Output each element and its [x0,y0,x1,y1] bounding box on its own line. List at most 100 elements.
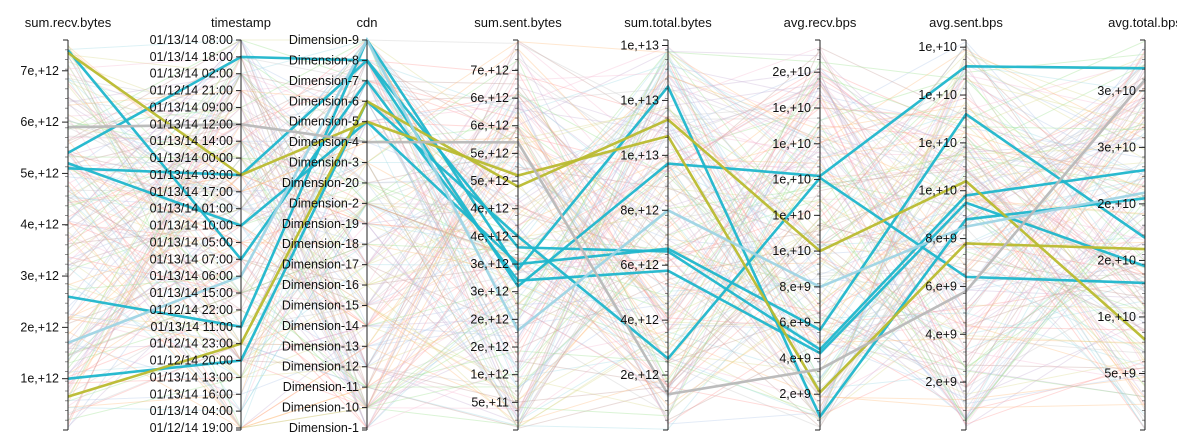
background-line [67,68,1146,429]
background-line [67,68,1146,419]
tick-label: 1e,+10 [1097,310,1136,324]
tick-label: 01/13/14 16:00 [150,387,233,401]
background-line [67,72,1146,332]
background-line [67,46,1146,367]
tick-label: 4,e+9 [779,351,811,365]
tick-label: 4e,+12 [620,313,659,327]
background-line [67,61,1146,416]
tick-label: 01/12/14 21:00 [150,84,233,98]
highlighted-line-7 [67,99,1146,398]
axis-cdn[interactable]: cdn Dimension-9 Dimension-8 Dimension-7 Dime… [282,15,378,435]
background-line [67,169,1146,429]
background-line [67,140,1146,389]
background-line [67,100,1146,412]
background-line [67,39,1146,317]
tick-label: 2e,+12 [470,312,509,326]
tick-label: 01/13/14 01:00 [150,202,233,216]
tick-label: 2e,+10 [1097,253,1136,267]
background-line [67,163,1146,430]
tick-label: 01/13/14 14:00 [150,134,233,148]
tick-label: 2e,+10 [1097,197,1136,211]
background-line [67,51,1146,428]
tick-label: 1e,+10 [772,101,811,115]
tick-label: Dimension-19 [282,217,359,231]
background-line [67,39,1146,395]
background-line [67,39,1146,363]
tick-label: 2,e+9 [779,387,811,401]
background-line [67,89,1146,421]
tick-label: 1e,+12 [20,372,59,386]
background-line [67,79,1146,425]
tick-label: Dimension-5 [289,115,359,129]
tick-label: 2e,+12 [470,340,509,354]
axis-avg_total_bps[interactable]: avg.total.bps 5e,+9 1e,+10 2e,+10 2e,+10 3e,+… [1097,15,1177,431]
tick-label: 01/13/14 00:00 [150,151,233,165]
background-line [67,106,1146,398]
tick-label: 6e,+12 [470,119,509,133]
background-line [67,50,1146,430]
tick-label: 01/13/14 06:00 [150,269,233,283]
tick-label: Dimension-16 [282,278,359,292]
background-line [67,126,1146,429]
axis-sum_recv_bytes[interactable]: sum.recv.bytes 1e,+12 2e,+12 3e,+12 4e,+12 5e… [20,15,112,431]
tick-label: 2e,+12 [620,368,659,382]
tick-label: Dimension-15 [282,298,359,312]
axis-avg_recv_bps[interactable]: avg.recv.bps 2,e+9 4,e+9 6,e+9 8,e+9 1e,+10 1e… [772,15,857,431]
tick-label: 5e,+12 [470,174,509,188]
tick-label: 1e,+10 [772,137,811,151]
tick-label: 5e,+9 [1104,366,1136,380]
background-line [67,219,1146,429]
background-line [67,58,1146,383]
background-line [67,76,1146,407]
background-line [67,153,1146,388]
background-line [67,39,1146,306]
background-line [67,56,1146,403]
tick-label: 01/12/14 20:00 [150,354,233,368]
background-line [67,74,1146,422]
background-line [67,46,1146,379]
background-line [67,59,1146,385]
tick-label: 5e,+12 [20,166,59,180]
background-line [67,39,1146,424]
background-line [67,80,1146,388]
background-line [67,243,1146,402]
tick-label: Dimension-2 [289,196,359,210]
background-line [67,74,1146,402]
background-line [67,94,1146,395]
tick-label: 1e,+13 [620,38,659,52]
tick-label: 01/13/14 13:00 [150,370,233,384]
background-line [67,250,1146,414]
tick-label: 1e,+10 [918,136,957,150]
axis-timestamp[interactable]: timestamp 01/13/14 08:00 01/13/14 18:00 01/… [150,15,271,435]
tick-label: 1e,+10 [772,173,811,187]
background-line [67,54,1146,379]
tick-label: 1e,+10 [918,184,957,198]
background-line [67,59,1146,429]
tick-label: 01/13/14 11:00 [151,320,234,334]
background-line [67,54,1146,343]
background-line [67,50,1146,413]
background-line [67,55,1146,368]
axis-sum_sent_bytes[interactable]: sum.sent.bytes 5e,+11 1e,+12 2e,+12 2e,+12 3e… [470,15,562,431]
axis-sum_total_bytes[interactable]: sum.total.bytes 2e,+12 4e,+12 6e,+12 8e,+12 1… [620,15,712,431]
background-line [67,93,1146,421]
background-line [67,63,1146,409]
background-line [67,67,1146,367]
background-line [67,64,1146,367]
background-line [67,56,1146,393]
tick-label: 1e,+10 [918,88,957,102]
highlighted-line-4 [67,37,1146,420]
background-line [67,110,1146,429]
background-line [67,38,1146,419]
tick-label: 01/12/14 23:00 [150,337,233,351]
background-line [67,60,1146,428]
background-line [67,197,1146,363]
tick-label: Dimension-13 [282,339,359,353]
background-line [67,73,1146,409]
background-line [67,77,1146,409]
background-line [67,161,1146,335]
background-line [67,39,1146,354]
background-line [67,136,1146,402]
axis-avg_sent_bps[interactable]: avg.sent.bps 2,e+9 4,e+9 6,e+9 8,e+9 1e,+10 1e… [918,15,1003,431]
highlighted-line-2 [67,112,1146,332]
